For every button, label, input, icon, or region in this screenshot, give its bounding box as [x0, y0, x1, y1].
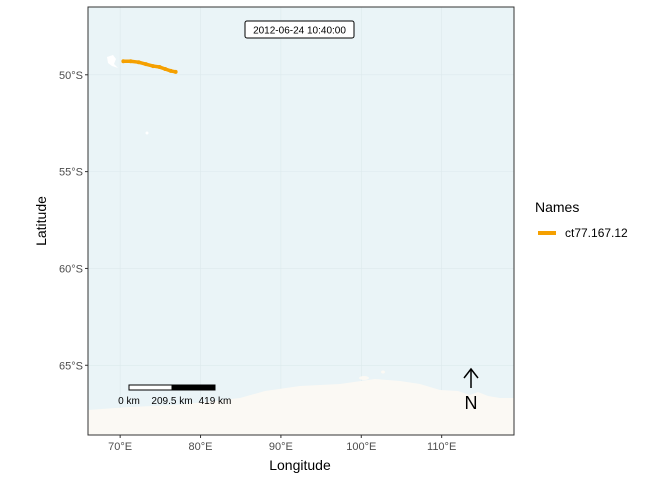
north-arrow-icon	[463, 367, 479, 379]
track-point	[173, 69, 178, 74]
track-ct77-167-12	[121, 59, 178, 74]
scale-label-mid: 209.5 km	[151, 396, 192, 407]
heard-island	[145, 131, 149, 135]
y-axis: 50°S 55°S 60°S 65°S	[59, 70, 88, 372]
scale-label-0: 0 km	[118, 396, 140, 407]
timestamp-label: 2012-06-24 10:40:00	[253, 26, 346, 37]
track-point	[128, 59, 133, 64]
x-tick-label: 100°E	[346, 441, 376, 453]
scale-bar: 0 km 209.5 km 419 km	[118, 384, 232, 407]
track-point	[157, 65, 162, 70]
north-arrow: N	[463, 367, 479, 413]
legend-label: ct77.167.12	[565, 226, 628, 240]
x-tick-label: 70°E	[108, 441, 132, 453]
x-tick-label: 90°E	[269, 441, 293, 453]
x-axis: 70°E 80°E 90°E 100°E 110°E	[108, 435, 456, 453]
x-axis-title: Longitude	[269, 457, 331, 473]
ocean-area	[88, 7, 514, 435]
x-tick-label: 80°E	[189, 441, 213, 453]
track-point	[163, 66, 168, 71]
track-point	[136, 60, 141, 65]
legend: Names ct77.167.12	[535, 199, 628, 240]
scale-label-max: 419 km	[199, 396, 232, 407]
track-point	[151, 64, 156, 69]
y-tick-label: 50°S	[59, 70, 83, 82]
legend-title: Names	[535, 199, 579, 215]
timestamp-box: 2012-06-24 10:40:00	[244, 20, 355, 39]
track-point	[143, 62, 148, 67]
panel-border	[87, 6, 515, 436]
island	[381, 370, 385, 374]
scale-bar-black-segment	[171, 384, 216, 391]
track-point	[121, 59, 126, 64]
graticule	[88, 7, 514, 435]
y-axis-title: Latitude	[33, 196, 49, 246]
kerguelen-island	[107, 55, 118, 68]
track-point	[168, 68, 173, 73]
north-label: N	[465, 393, 478, 413]
y-tick-label: 60°S	[59, 263, 83, 275]
island	[359, 376, 369, 380]
y-tick-label: 55°S	[59, 167, 83, 179]
scale-bar-white-segment	[128, 384, 173, 391]
x-tick-label: 110°E	[427, 441, 456, 453]
y-tick-label: 65°S	[59, 360, 83, 372]
antarctic-landmass	[88, 379, 514, 435]
